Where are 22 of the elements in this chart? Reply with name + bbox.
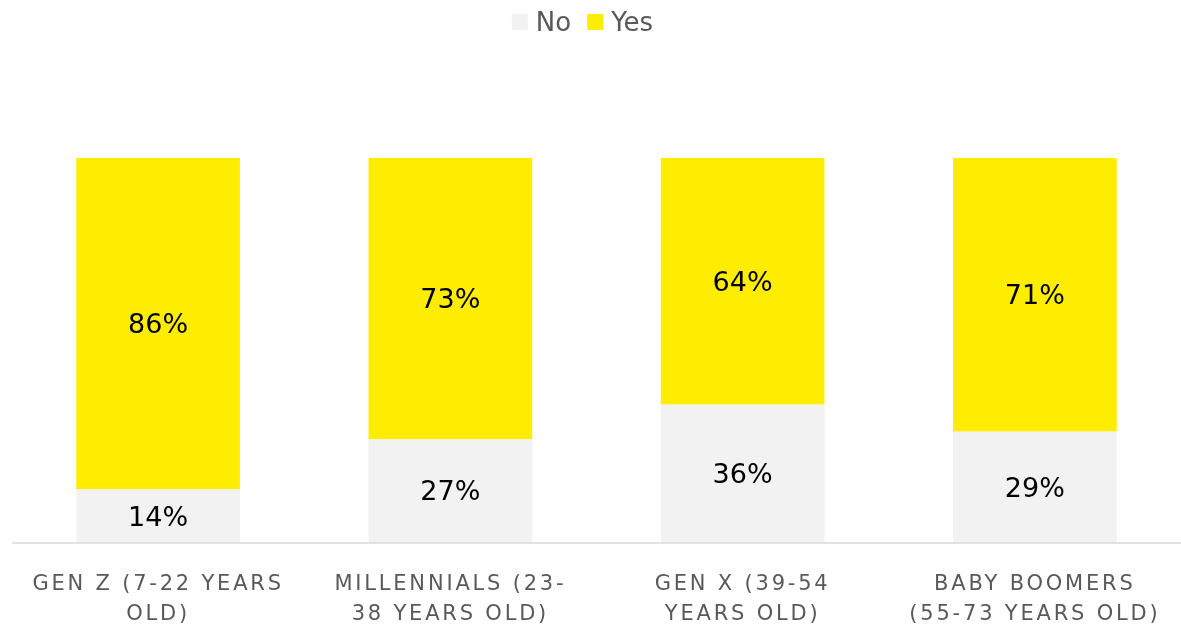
x-tick-label: BABY BOOMERS (55-73 YEARS OLD) [909,571,1161,625]
bar [953,158,1117,432]
bar [368,158,533,440]
bar [76,158,240,490]
bar [953,431,1117,543]
x-tick-label: GEN Z (7-22 YEARS OLD) [32,571,284,625]
data-label: 27% [420,475,481,507]
bar [660,404,825,543]
x-tick-label: GEN X (39-54 YEARS OLD) [654,571,831,625]
bar [368,439,533,543]
bar [660,158,825,405]
data-label: 29% [1004,471,1065,503]
bar [76,489,240,543]
data-label: 64% [712,265,773,297]
x-tick-label: MILLENNIALS (23-38 YEARS OLD) [334,571,567,625]
data-label: 73% [420,282,481,314]
data-label: 36% [712,458,773,490]
data-label: 14% [128,500,189,532]
legend-label: Yes [610,7,654,38]
data-label: 86% [128,308,189,339]
data-label: 71% [1004,279,1065,311]
legend-label: No [535,7,572,38]
